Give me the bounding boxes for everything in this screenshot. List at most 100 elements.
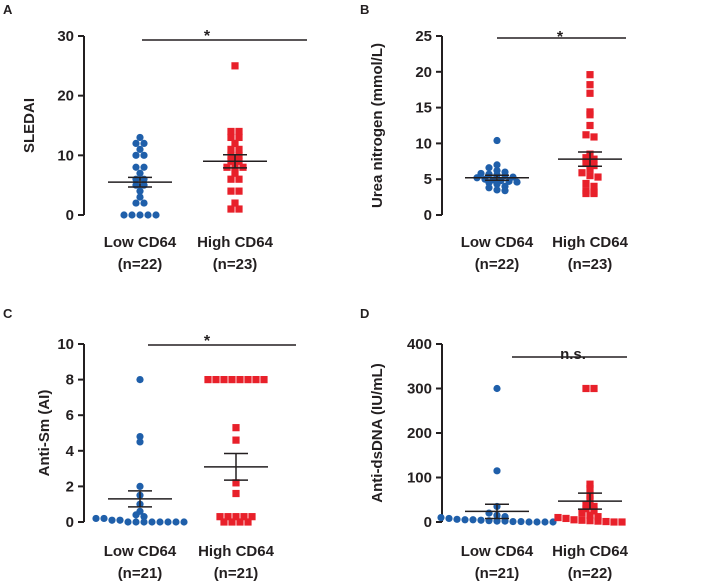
data-point xyxy=(570,516,578,524)
data-point xyxy=(582,500,590,508)
data-point xyxy=(244,376,252,384)
group-name-label: Low CD64 xyxy=(461,543,534,560)
data-point xyxy=(136,482,144,490)
data-point xyxy=(231,169,239,177)
data-point xyxy=(132,139,140,147)
panel-a: A 0 10 20 30 SLEDAI * Low CD64 (n=22) High CD64 (n… xyxy=(3,2,307,273)
group-low-cd64: Low CD64 (n=22) xyxy=(461,136,534,273)
y-tick-label: 2 xyxy=(66,478,74,495)
data-point xyxy=(235,175,243,183)
data-point xyxy=(533,518,541,526)
y-tick-label: 0 xyxy=(66,207,74,224)
data-point xyxy=(586,121,594,130)
data-point xyxy=(485,164,493,172)
y-tick-label: 4 xyxy=(66,443,75,460)
data-point xyxy=(525,518,533,526)
data-point xyxy=(124,518,132,526)
data-point xyxy=(232,424,240,432)
y-axis-title: Urea nitrogen (mmol/L) xyxy=(369,43,386,208)
group-n-label: (n=21) xyxy=(214,565,259,582)
data-point xyxy=(156,518,164,526)
data-point xyxy=(228,518,236,526)
data-point xyxy=(227,205,235,213)
data-point xyxy=(590,384,598,393)
data-point xyxy=(144,211,152,219)
data-point xyxy=(493,384,501,393)
group-low-cd64: Low CD64 (n=22) xyxy=(104,133,177,273)
data-point xyxy=(148,518,156,526)
data-point xyxy=(140,513,148,521)
data-point xyxy=(235,127,243,136)
data-point xyxy=(232,489,240,498)
data-point xyxy=(204,376,212,384)
data-point xyxy=(586,517,594,525)
data-point xyxy=(493,180,501,188)
group-low-cd64: Low CD64 (n=21) xyxy=(437,384,557,582)
y-tick-label: 200 xyxy=(407,425,432,442)
group-n-label: (n=23) xyxy=(213,256,258,273)
data-point xyxy=(554,513,562,522)
y-tick-label: 0 xyxy=(424,514,432,531)
data-point xyxy=(582,159,590,168)
y-axis-title: SLEDAI xyxy=(21,98,38,153)
data-point xyxy=(618,518,626,526)
y-tick-label: 30 xyxy=(57,28,74,45)
data-point xyxy=(136,187,144,195)
data-point xyxy=(493,517,501,525)
group-n-label: (n=22) xyxy=(568,565,613,582)
data-point xyxy=(610,518,618,526)
data-point xyxy=(469,516,477,524)
data-point xyxy=(152,211,160,219)
data-point xyxy=(582,179,590,188)
data-point xyxy=(180,518,188,526)
data-point xyxy=(493,467,501,475)
y-tick-label: 300 xyxy=(407,381,432,398)
data-point xyxy=(594,517,602,525)
data-point xyxy=(453,515,461,523)
data-point xyxy=(240,513,248,521)
data-point xyxy=(582,154,590,162)
group-name-label: Low CD64 xyxy=(104,234,177,251)
y-tick-label: 0 xyxy=(66,514,74,531)
data-point xyxy=(227,145,235,153)
panel-letter: A xyxy=(3,2,13,17)
y-tick-label: 10 xyxy=(415,135,432,152)
data-point xyxy=(232,436,240,444)
data-point xyxy=(140,139,148,147)
data-point xyxy=(590,182,598,190)
data-point xyxy=(136,432,144,441)
data-point xyxy=(132,151,140,159)
data-point xyxy=(493,161,501,169)
data-point xyxy=(132,199,140,207)
group-n-label: (n=21) xyxy=(118,565,163,582)
data-point xyxy=(132,163,140,171)
y-axis-title: Anti-Sm (AI) xyxy=(36,390,53,477)
data-point xyxy=(493,136,501,145)
data-point xyxy=(235,133,243,142)
data-point xyxy=(136,211,144,219)
data-point xyxy=(136,133,144,142)
group-n-label: (n=23) xyxy=(568,256,613,273)
panel-b: B 0 5 10 15 20 25 Urea nitrogen (mmol/L) * Low CD… xyxy=(360,2,629,273)
data-point xyxy=(220,376,228,384)
group-name-label: Low CD64 xyxy=(461,234,534,251)
data-point xyxy=(220,518,228,526)
group-name-label: Low CD64 xyxy=(104,543,177,560)
data-point xyxy=(172,518,180,526)
data-point xyxy=(590,502,598,511)
data-point xyxy=(578,509,586,517)
data-point xyxy=(140,163,148,171)
data-point xyxy=(248,513,256,521)
data-point xyxy=(582,189,590,198)
data-point xyxy=(493,186,501,194)
data-point xyxy=(232,513,240,521)
data-point xyxy=(594,173,602,181)
data-point xyxy=(92,514,100,523)
y-tick-label: 0 xyxy=(424,207,432,224)
data-point xyxy=(140,151,148,159)
data-point xyxy=(236,376,244,384)
data-point xyxy=(136,145,144,153)
y-tick-label: 5 xyxy=(424,171,432,188)
panel-letter: D xyxy=(360,306,369,321)
